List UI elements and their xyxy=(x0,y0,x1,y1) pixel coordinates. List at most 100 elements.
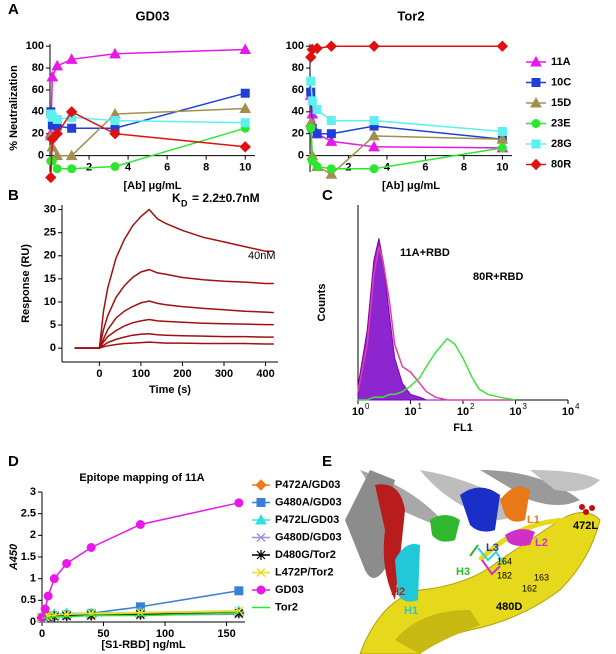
marker xyxy=(326,116,336,126)
structure-label: L3 xyxy=(486,542,499,554)
legend-label: 11A xyxy=(551,56,571,68)
y-tick-label: 2.5 xyxy=(21,508,36,520)
line xyxy=(310,81,503,133)
legend-marker xyxy=(256,550,266,560)
legend-label: 15D xyxy=(551,97,571,109)
line xyxy=(74,268,274,349)
x-tick-label: 2 xyxy=(345,161,351,173)
marker xyxy=(65,53,78,64)
legend-label: 23E xyxy=(551,117,571,129)
line xyxy=(357,246,516,401)
marker xyxy=(240,118,250,128)
marker xyxy=(240,88,250,98)
marker xyxy=(239,102,252,114)
marker xyxy=(326,129,336,139)
legend-marker xyxy=(530,55,542,67)
marker xyxy=(65,106,78,118)
x-axis-label: [S1-RBD] ng/mL xyxy=(101,639,186,651)
marker xyxy=(135,609,146,620)
line xyxy=(74,318,274,349)
marker xyxy=(86,542,96,552)
legend-marker xyxy=(256,585,266,595)
y-tick-label: 5 xyxy=(50,319,56,331)
marker xyxy=(311,42,323,55)
legend-marker xyxy=(256,567,266,578)
x-tick-label: 10 xyxy=(352,406,364,418)
marker xyxy=(110,116,120,126)
annotation: D xyxy=(181,198,188,208)
y-tick-label: 20 xyxy=(44,250,56,262)
marker xyxy=(51,59,64,71)
x-tick-label: 0 xyxy=(96,368,102,380)
marker xyxy=(109,47,121,59)
y-tick-label: 1 xyxy=(30,573,36,585)
structure-label: 182 xyxy=(497,570,512,580)
chart-title: Epitope mapping of 11A xyxy=(79,472,204,484)
marker xyxy=(52,164,62,174)
x-tick-label: 200 xyxy=(173,368,191,380)
y-tick-label: 3 xyxy=(30,486,36,498)
marker xyxy=(40,604,50,614)
x-tick-label: 100 xyxy=(132,368,150,380)
structure-label: 480D xyxy=(496,601,522,613)
x-axis-label: [Ab] μg/mL xyxy=(382,180,440,192)
x-tick-label: 300 xyxy=(215,368,233,380)
legend-label: Tor2 xyxy=(275,601,298,613)
y-tick-label: 0 xyxy=(50,342,56,354)
annotation: 80R+RBD xyxy=(473,271,523,283)
x-tick-exponent: 3 xyxy=(523,402,528,411)
y-tick-label: 80 xyxy=(292,62,304,74)
x-tick-label: 10 xyxy=(509,406,521,418)
y-axis-label: Counts xyxy=(316,284,328,322)
marker xyxy=(369,116,379,126)
marker xyxy=(51,128,63,140)
annotation: K xyxy=(172,191,181,205)
marker xyxy=(312,129,322,139)
line xyxy=(310,95,503,149)
y-tick-label: 0 xyxy=(38,149,44,161)
annotation: 40nM xyxy=(248,250,276,262)
marker xyxy=(52,114,62,124)
legend-label: GD03 xyxy=(275,584,304,596)
y-tick-label: 60 xyxy=(292,84,304,96)
x-tick-exponent: 4 xyxy=(575,402,580,411)
legend-label: 80R xyxy=(551,158,571,170)
marker xyxy=(325,135,338,146)
line xyxy=(50,48,246,134)
legend-label: P472L/GD03 xyxy=(275,514,339,526)
marker xyxy=(307,96,317,106)
y-axis-label: A450 xyxy=(8,543,20,571)
x-tick-label: 10 xyxy=(239,161,251,173)
line xyxy=(358,337,516,401)
structure-label: L1 xyxy=(527,514,540,526)
legend-label: 10C xyxy=(551,76,571,88)
line xyxy=(42,612,239,619)
legend-marker xyxy=(530,96,542,108)
x-tick-label: 6 xyxy=(422,161,428,173)
chart-title: GD03 xyxy=(136,8,170,23)
x-tick-label: 150 xyxy=(217,628,235,640)
line xyxy=(74,333,274,349)
legend-label: L472P/Tor2 xyxy=(275,566,334,578)
x-tick-label: 400 xyxy=(256,368,274,380)
structure-label: H1 xyxy=(404,605,418,617)
structure-label: H2 xyxy=(391,586,405,598)
marker xyxy=(239,141,251,153)
x-tick-exponent: 0 xyxy=(365,402,370,411)
area xyxy=(357,238,516,401)
marker xyxy=(368,40,380,52)
marker xyxy=(369,164,379,174)
legend-marker xyxy=(531,78,541,87)
y-tick-label: 100 xyxy=(286,40,304,52)
y-tick-label: 100 xyxy=(26,40,44,52)
structure-label: 472L xyxy=(573,520,598,532)
legend-label: G480D/GD03 xyxy=(275,531,342,543)
x-tick-exponent: 1 xyxy=(418,402,423,411)
line xyxy=(310,92,503,140)
x-tick-label: 10 xyxy=(457,406,469,418)
x-tick-label: 50 xyxy=(97,628,109,640)
x-axis-label: FL1 xyxy=(453,422,473,434)
x-tick-label: 100 xyxy=(156,628,174,640)
x-tick-label: 0 xyxy=(39,628,45,640)
